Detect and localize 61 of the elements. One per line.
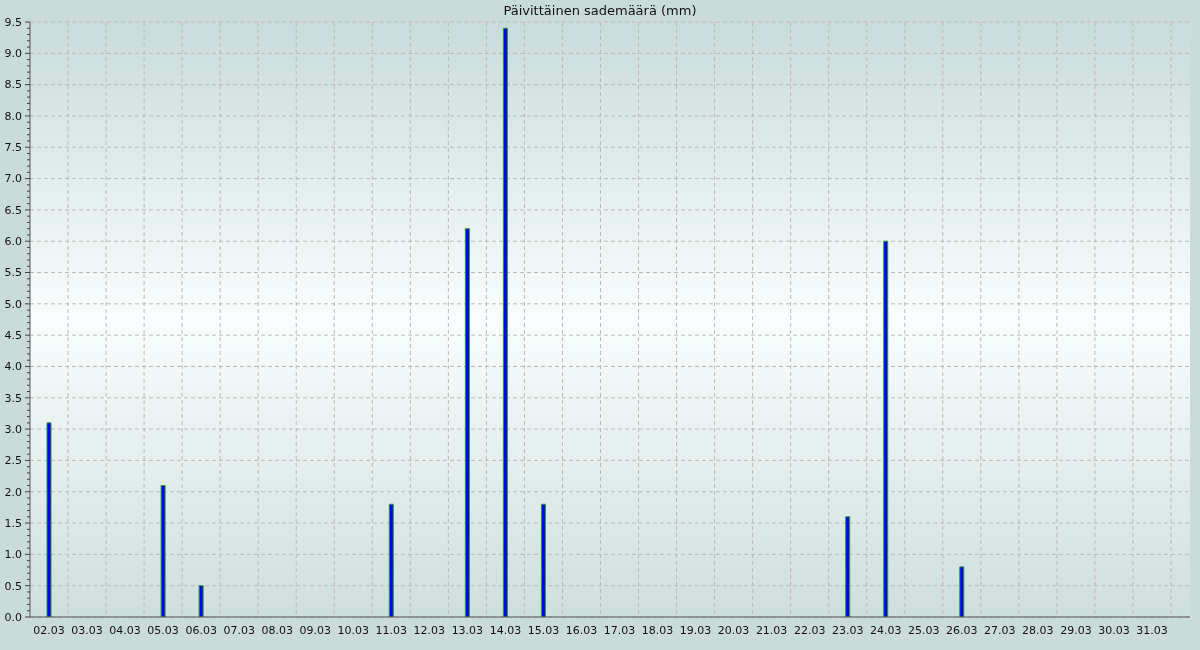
y-tick-label: 1.0	[4, 548, 22, 562]
y-tick-label: 5.5	[4, 266, 22, 280]
y-tick-label: 9.5	[4, 15, 22, 29]
x-tick-label: 11.03	[375, 623, 408, 637]
x-tick-label: 22.03	[793, 623, 826, 637]
y-tick-label: 5.0	[4, 297, 22, 311]
bar	[540, 503, 546, 617]
x-tick-label: 29.03	[1060, 623, 1092, 637]
x-tick-label: 08.03	[261, 623, 293, 637]
bar	[845, 516, 851, 617]
x-tick-label: 23.03	[831, 623, 864, 637]
y-tick-label: 7.5	[4, 141, 22, 155]
x-tick-label: 05.03	[147, 623, 179, 637]
y-tick-label: 7.0	[4, 172, 22, 186]
bar	[883, 240, 889, 617]
x-tick-label: 13.03	[451, 623, 484, 637]
y-tick-label: 3.5	[4, 391, 22, 405]
y-tick-label: 1.5	[4, 516, 22, 530]
x-tick-label: 07.03	[223, 623, 255, 637]
y-tick-label: 8.5	[4, 78, 22, 92]
y-tick-label: 4.0	[4, 360, 22, 374]
x-tick-label: 17.03	[603, 623, 636, 637]
x-tick-label: 02.03	[33, 623, 65, 637]
x-tick-label: 09.03	[299, 623, 331, 637]
x-tick-label: 24.03	[869, 623, 902, 637]
y-tick-label: 4.5	[4, 329, 22, 343]
x-tick-label: 16.03	[565, 623, 598, 637]
y-tick-label: 2.5	[4, 454, 22, 468]
y-tick-label: 8.0	[4, 109, 22, 123]
x-tick-label: 03.03	[71, 623, 103, 637]
x-tick-label: 04.03	[109, 623, 141, 637]
x-tick-label: 28.03	[1022, 623, 1054, 637]
x-tick-label: 20.03	[717, 623, 750, 637]
x-tick-label: 10.03	[337, 623, 370, 637]
x-tick-label: 21.03	[755, 623, 788, 637]
x-tick-label: 31.03	[1136, 623, 1168, 637]
x-tick-label: 30.03	[1098, 623, 1130, 637]
bar	[502, 27, 508, 617]
bar	[464, 228, 470, 617]
x-tick-label: 18.03	[641, 623, 674, 637]
x-tick-label: 25.03	[908, 623, 940, 637]
y-tick-label: 0.5	[4, 579, 22, 593]
x-tick-label: 26.03	[946, 623, 978, 637]
y-tick-label: 6.5	[4, 203, 22, 217]
bar	[46, 422, 52, 617]
y-tick-label: 2.0	[4, 485, 22, 499]
y-tick-label: 3.0	[4, 422, 22, 436]
x-tick-label: 15.03	[527, 623, 560, 637]
x-tick-label: 06.03	[185, 623, 217, 637]
y-tick-label: 6.0	[4, 235, 22, 249]
x-tick-label: 12.03	[413, 623, 446, 637]
y-tick-label: 9.0	[4, 47, 22, 61]
bar	[959, 566, 965, 617]
bar	[388, 503, 394, 617]
x-tick-label: 27.03	[984, 623, 1016, 637]
chart-title: Päivittäinen sademäärä (mm)	[503, 3, 697, 18]
x-tick-label: 14.03	[489, 623, 522, 637]
bar	[160, 484, 166, 617]
x-tick-label: 19.03	[679, 623, 712, 637]
bar	[198, 585, 204, 617]
y-tick-label: 0.0	[4, 610, 22, 624]
